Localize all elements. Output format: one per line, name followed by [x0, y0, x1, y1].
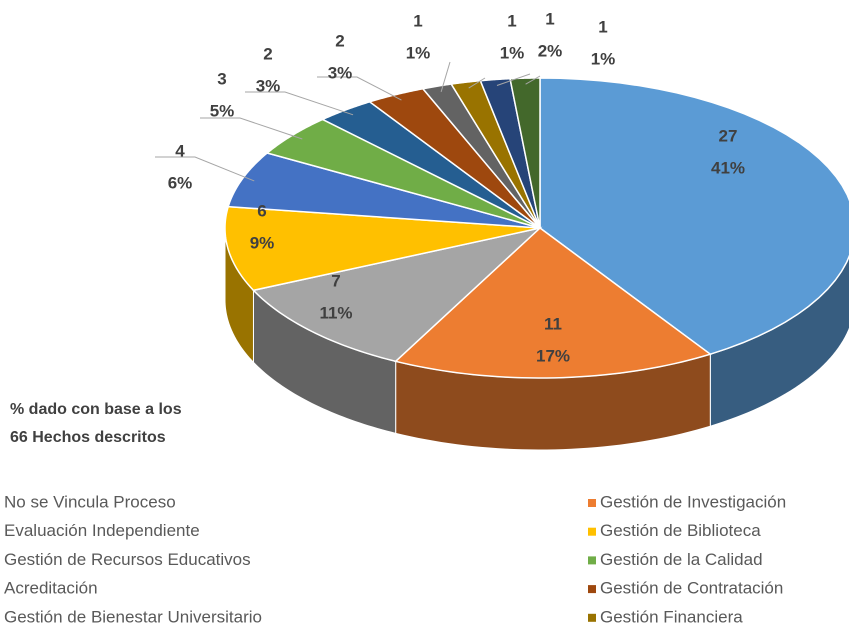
- leader-line: [468, 77, 486, 89]
- percent-label: 1%: [500, 43, 525, 62]
- percent-label: 11%: [319, 303, 352, 322]
- data-label: 7: [331, 271, 340, 290]
- data-label: 4: [175, 141, 185, 160]
- data-label: 2: [335, 31, 344, 50]
- legend-label: Gestión de la Calidad: [600, 550, 763, 569]
- legend-marker: [588, 613, 596, 622]
- slice: [479, 77, 541, 229]
- slice: [394, 227, 712, 379]
- slice: [320, 100, 541, 229]
- data-label: 1: [413, 11, 422, 30]
- leader-line: [245, 91, 354, 116]
- legend-label: Acreditación: [4, 579, 98, 598]
- data-label: 3: [217, 69, 226, 88]
- slice: [450, 79, 541, 229]
- data-label: 2: [263, 44, 272, 63]
- slice: [227, 152, 541, 229]
- percent-label: 5%: [210, 101, 235, 120]
- data-label: 1: [545, 9, 554, 28]
- percent-label: 2%: [538, 41, 563, 60]
- legend-label: No se Vincula Proceso: [4, 492, 176, 511]
- pie: [224, 77, 849, 451]
- leader-line: [496, 73, 531, 86]
- legend-label: Gestión de Biblioteca: [600, 521, 761, 540]
- percent-label: 17%: [536, 346, 570, 365]
- legend-marker: [588, 527, 596, 536]
- slice: [421, 83, 541, 229]
- legend-marker: [588, 585, 596, 594]
- data-label: 27: [719, 126, 738, 145]
- leader-line: [440, 61, 451, 93]
- legend-label: Gestión de Investigación: [600, 492, 786, 511]
- leader-line: [200, 117, 303, 140]
- percent-label: 3%: [256, 76, 281, 95]
- legend-label: Gestión de Recursos Educativos: [4, 550, 251, 569]
- legend-label: Evaluación Independiente: [4, 521, 200, 540]
- legend-label: Gestión de Contratación: [600, 579, 783, 598]
- data-label: 6: [257, 201, 266, 220]
- legend-label: Gestión de Bienestar Universitario: [4, 607, 262, 626]
- data-label: 11: [544, 314, 562, 333]
- leader-line: [317, 76, 402, 101]
- percent-label: 1%: [591, 49, 616, 68]
- legend-label: Gestión Financiera: [600, 607, 743, 626]
- percent-label: 6%: [168, 173, 193, 192]
- percent-label: 9%: [250, 233, 275, 252]
- leader-line: [525, 75, 541, 85]
- percent-label: 1%: [406, 43, 431, 62]
- percent-label: 3%: [328, 63, 353, 82]
- legend-marker: [588, 556, 596, 565]
- note: % dado con base a los: [10, 401, 182, 418]
- percent-label: 41%: [711, 158, 745, 177]
- slice: [224, 205, 541, 292]
- slice: [251, 226, 543, 363]
- note: 66 Hechos descritos: [10, 429, 166, 446]
- legend-marker: [588, 499, 596, 507]
- data-label: 1: [598, 17, 607, 36]
- leader-line: [155, 156, 255, 182]
- slice: [368, 87, 541, 229]
- data-label: 1: [507, 11, 516, 30]
